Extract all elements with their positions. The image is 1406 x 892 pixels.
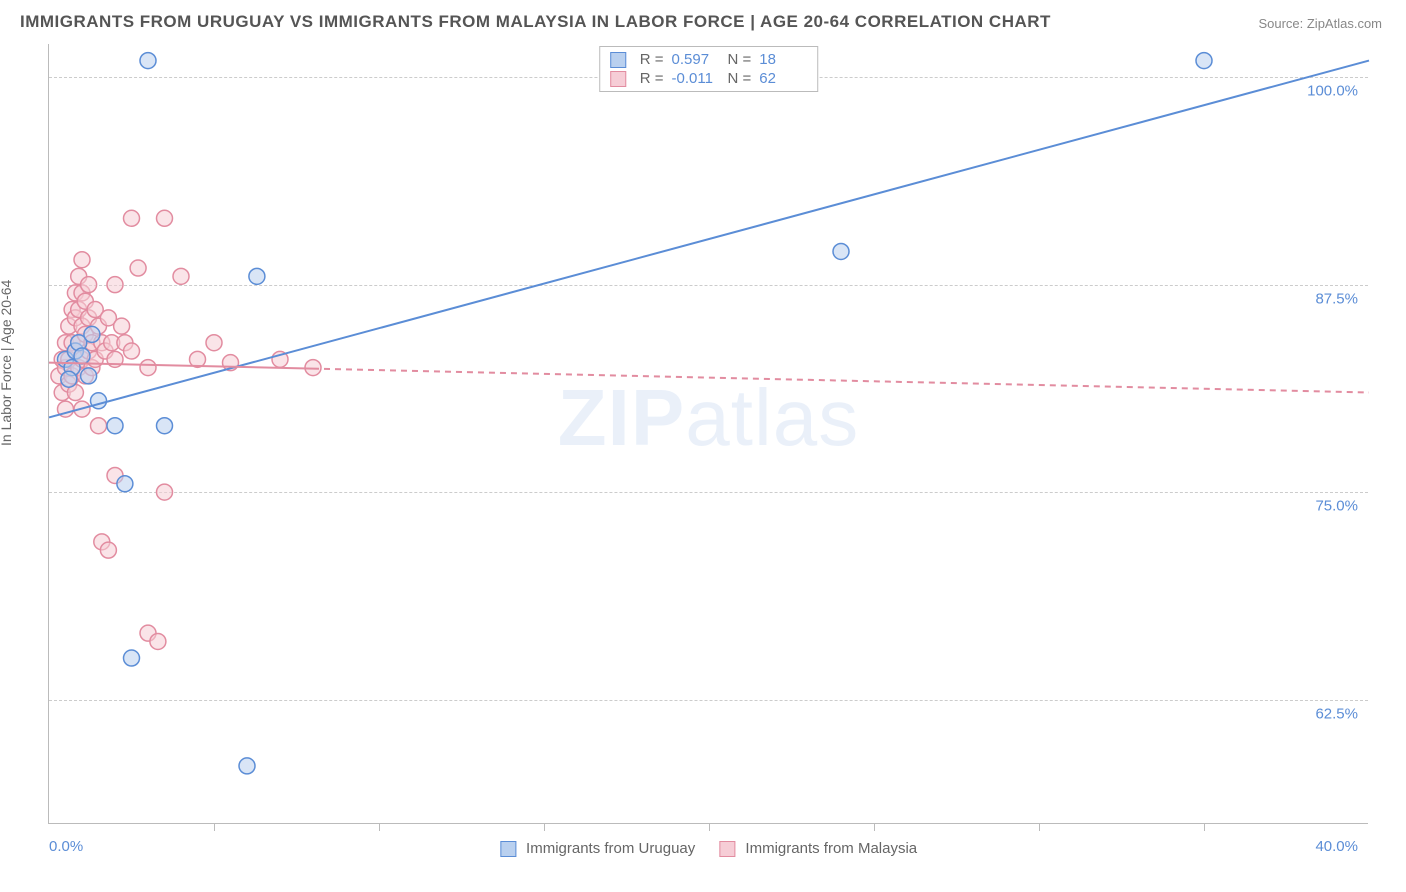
- data-point: [239, 758, 255, 774]
- x-tick-min: 0.0%: [49, 838, 83, 855]
- data-point: [81, 277, 97, 293]
- data-point: [81, 368, 97, 384]
- x-tick: [1039, 823, 1040, 831]
- data-point: [124, 343, 140, 359]
- plot-area: ZIPatlas 62.5%75.0%87.5%100.0% 0.0% 40.0…: [48, 44, 1368, 824]
- square-icon: [500, 841, 516, 857]
- x-tick: [379, 823, 380, 831]
- data-point: [157, 418, 173, 434]
- data-point: [157, 484, 173, 500]
- y-axis-label: In Labor Force | Age 20-64: [0, 280, 14, 446]
- data-point: [91, 418, 107, 434]
- data-point: [140, 53, 156, 69]
- data-point: [107, 277, 123, 293]
- trend-line-solid: [49, 61, 1369, 418]
- x-tick: [214, 823, 215, 831]
- source-label: Source: ZipAtlas.com: [1258, 16, 1382, 31]
- data-point: [130, 260, 146, 276]
- x-tick: [544, 823, 545, 831]
- data-point: [173, 268, 189, 284]
- data-point: [74, 252, 90, 268]
- x-tick: [874, 823, 875, 831]
- data-point: [206, 335, 222, 351]
- legend-item-1: Immigrants from Uruguay: [500, 840, 695, 857]
- legend-item-2: Immigrants from Malaysia: [719, 840, 917, 857]
- trend-line-dashed: [313, 369, 1369, 393]
- data-point: [249, 268, 265, 284]
- legend-label-2: Immigrants from Malaysia: [745, 840, 917, 857]
- x-tick-max: 40.0%: [1315, 838, 1358, 855]
- data-point: [140, 360, 156, 376]
- data-point: [114, 318, 130, 334]
- chart-svg: [49, 44, 1368, 823]
- x-tick: [1204, 823, 1205, 831]
- legend-label-1: Immigrants from Uruguay: [526, 840, 695, 857]
- data-point: [84, 326, 100, 342]
- data-point: [100, 542, 116, 558]
- data-point: [1196, 53, 1212, 69]
- data-point: [117, 476, 133, 492]
- data-point: [157, 210, 173, 226]
- data-point: [107, 418, 123, 434]
- chart-container: IMMIGRANTS FROM URUGUAY VS IMMIGRANTS FR…: [0, 0, 1406, 892]
- series-legend: Immigrants from Uruguay Immigrants from …: [500, 840, 917, 857]
- data-point: [124, 650, 140, 666]
- x-tick: [709, 823, 710, 831]
- data-point: [150, 633, 166, 649]
- square-icon: [719, 841, 735, 857]
- data-point: [833, 243, 849, 259]
- data-point: [74, 348, 90, 364]
- chart-title: IMMIGRANTS FROM URUGUAY VS IMMIGRANTS FR…: [20, 12, 1051, 32]
- data-point: [124, 210, 140, 226]
- data-point: [61, 371, 77, 387]
